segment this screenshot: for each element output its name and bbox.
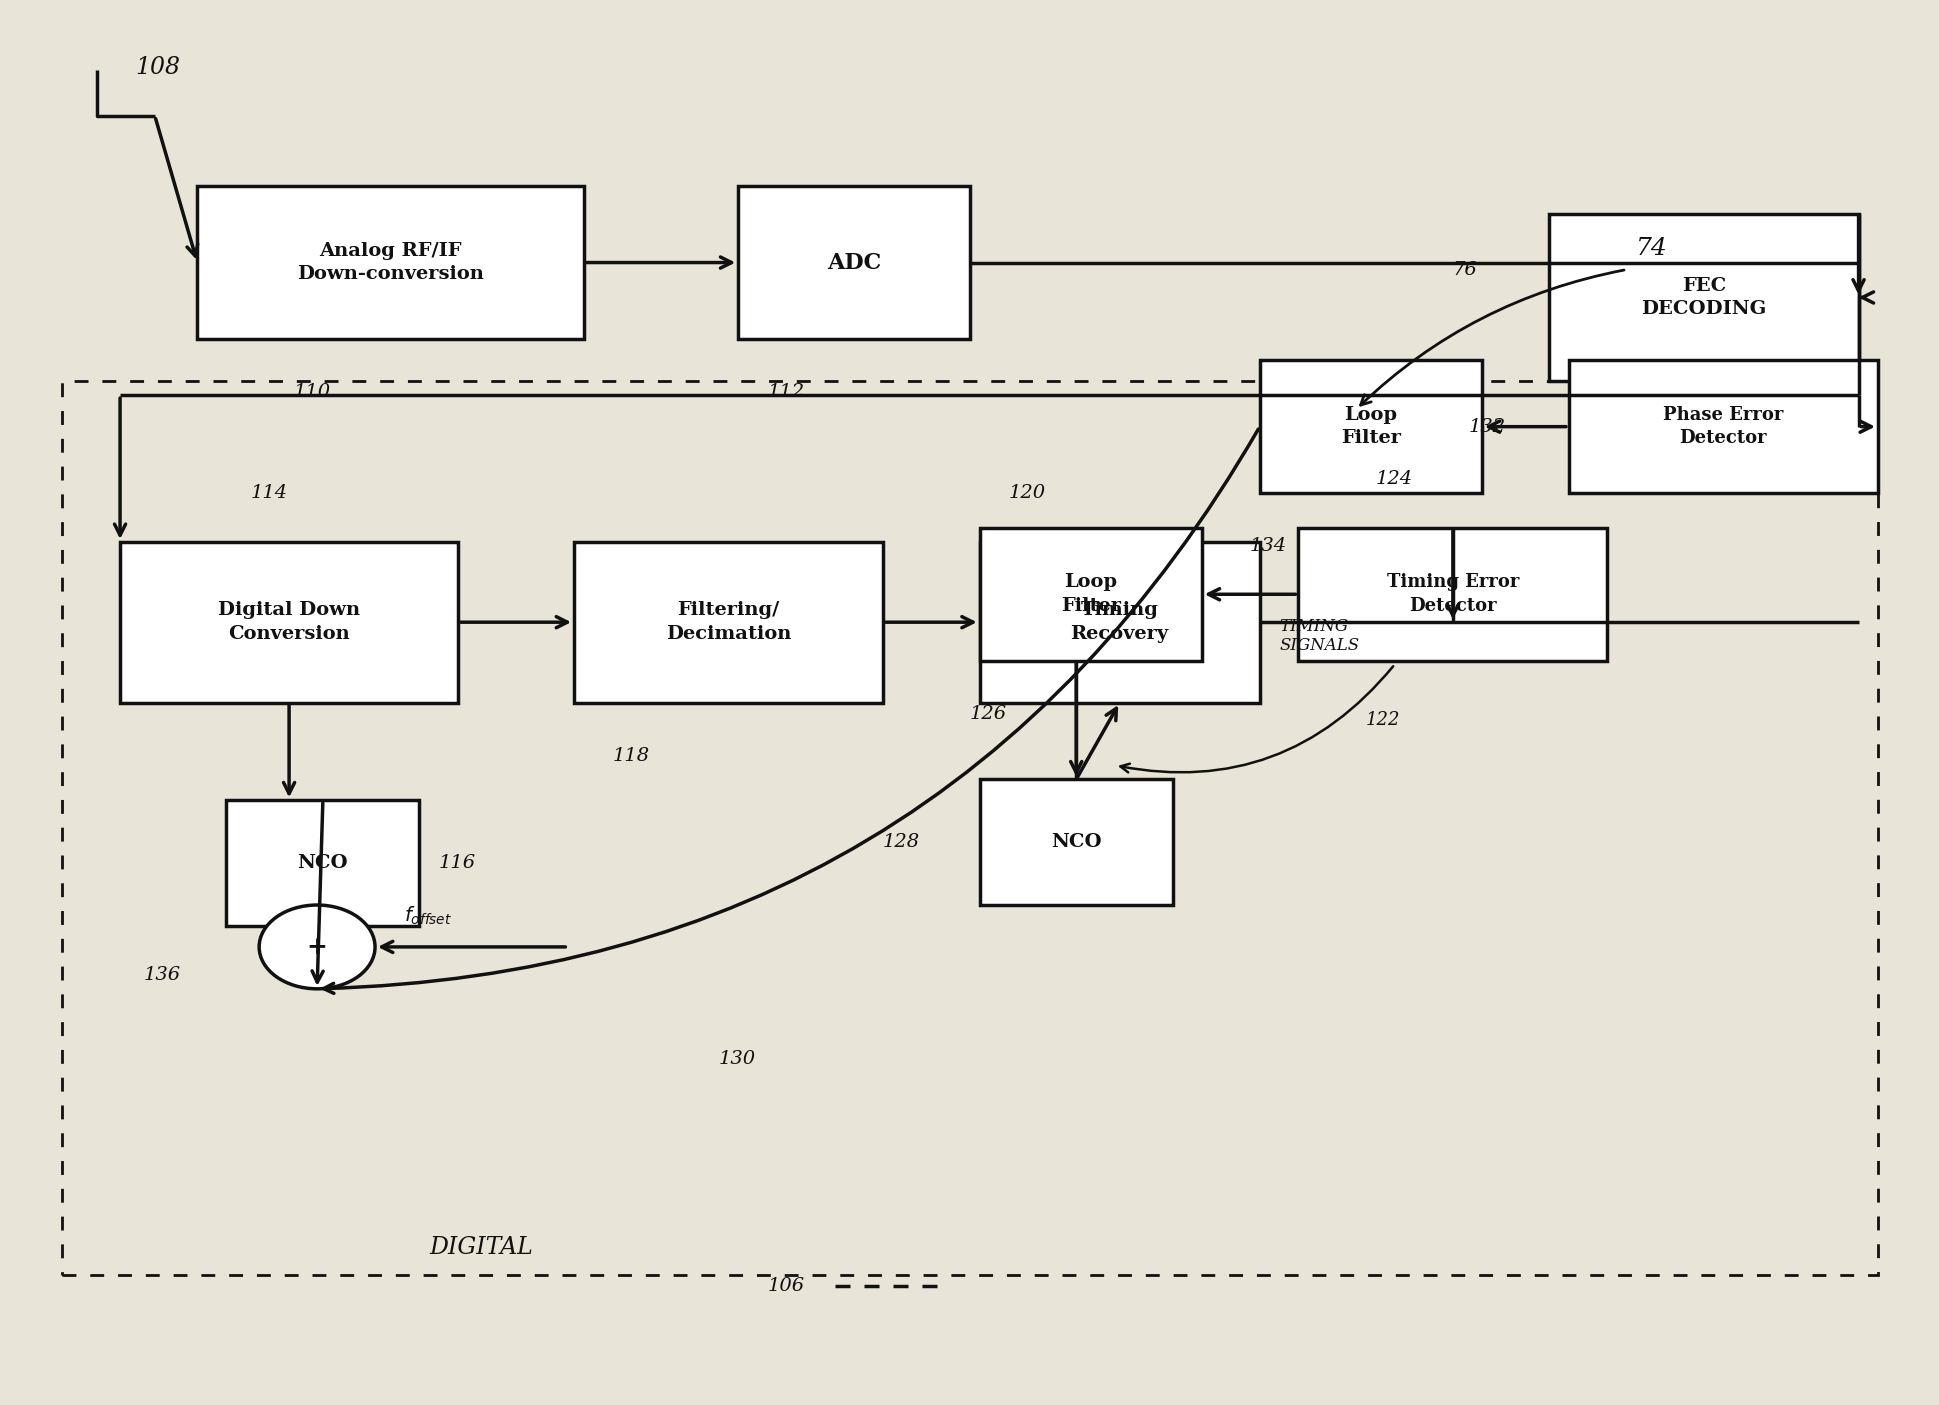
FancyBboxPatch shape xyxy=(227,801,419,926)
FancyBboxPatch shape xyxy=(1569,360,1877,493)
FancyBboxPatch shape xyxy=(1549,214,1858,381)
Text: 116: 116 xyxy=(438,854,475,873)
Text: Phase Error
Detector: Phase Error Detector xyxy=(1662,406,1782,447)
Text: 120: 120 xyxy=(1008,483,1045,502)
Text: 74: 74 xyxy=(1637,237,1668,260)
Text: Analog RF/IF
Down-conversion: Analog RF/IF Down-conversion xyxy=(297,242,483,284)
Text: FEC
DECODING: FEC DECODING xyxy=(1640,277,1766,319)
Text: 136: 136 xyxy=(143,965,180,984)
Text: 108: 108 xyxy=(136,56,180,79)
FancyBboxPatch shape xyxy=(739,185,970,340)
Text: DIGITAL: DIGITAL xyxy=(429,1236,533,1259)
Text: NCO: NCO xyxy=(297,854,347,873)
Text: 106: 106 xyxy=(766,1277,805,1295)
Text: ADC: ADC xyxy=(826,251,880,274)
Text: 110: 110 xyxy=(295,384,332,402)
Text: 126: 126 xyxy=(970,705,1006,722)
Text: 76: 76 xyxy=(1452,260,1478,278)
Text: Loop
Filter: Loop Filter xyxy=(1340,406,1400,447)
Text: NCO: NCO xyxy=(1051,833,1101,851)
Text: 118: 118 xyxy=(613,746,650,764)
FancyBboxPatch shape xyxy=(120,542,458,702)
Text: 112: 112 xyxy=(766,384,805,402)
Text: +: + xyxy=(306,934,328,960)
FancyBboxPatch shape xyxy=(1297,528,1607,660)
Text: Loop
Filter: Loop Filter xyxy=(1061,573,1121,615)
FancyBboxPatch shape xyxy=(574,542,882,702)
Text: TIMING
SIGNALS: TIMING SIGNALS xyxy=(1278,618,1359,655)
FancyBboxPatch shape xyxy=(979,528,1200,660)
Text: Digital Down
Conversion: Digital Down Conversion xyxy=(217,601,361,643)
Text: Timing Error
Detector: Timing Error Detector xyxy=(1386,573,1518,615)
Text: Filtering/
Decimation: Filtering/ Decimation xyxy=(665,601,791,643)
FancyBboxPatch shape xyxy=(1258,360,1481,493)
Text: 122: 122 xyxy=(1365,711,1400,729)
Text: 134: 134 xyxy=(1249,537,1287,555)
Text: 132: 132 xyxy=(1468,417,1505,436)
Text: 114: 114 xyxy=(250,483,287,502)
Text: Timing
Recovery: Timing Recovery xyxy=(1070,601,1167,643)
Text: 128: 128 xyxy=(882,833,919,851)
FancyBboxPatch shape xyxy=(979,542,1258,702)
Text: $f_{offset}$: $f_{offset}$ xyxy=(403,905,452,927)
FancyBboxPatch shape xyxy=(198,185,584,340)
Text: 130: 130 xyxy=(719,1050,756,1068)
Circle shape xyxy=(260,905,374,989)
Text: 124: 124 xyxy=(1375,471,1412,488)
FancyBboxPatch shape xyxy=(979,780,1173,905)
